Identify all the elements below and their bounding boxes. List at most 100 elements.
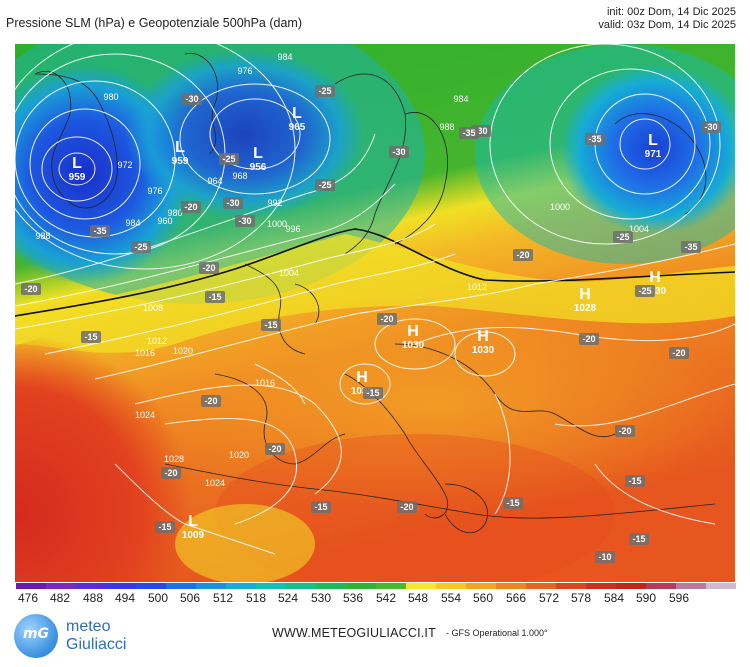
- run-info: init: 00z Dom, 14 Dic 2025 valid: 03z Do…: [598, 6, 736, 32]
- pressure-centers: L959L959L956L965L971H1030H1028H1030H1030…: [69, 105, 667, 541]
- temperature-label: -35: [684, 242, 697, 252]
- pressure-center-value: 956: [250, 162, 267, 173]
- isobar-label: 988: [35, 231, 50, 241]
- init-time: init: 00z Dom, 14 Dic 2025: [606, 6, 736, 18]
- legend-swatch: [256, 583, 286, 589]
- temperature-label: -15: [632, 534, 645, 544]
- temperature-label: -35: [462, 128, 475, 138]
- legend-label: 572: [538, 591, 560, 605]
- logo-icon: [14, 614, 58, 658]
- temperature-label: -15: [208, 292, 221, 302]
- meteogiuliacci-logo[interactable]: mG meteo Giuliacci: [14, 612, 154, 660]
- isobar-label: 976: [237, 66, 252, 76]
- temperature-label-box: [161, 467, 181, 479]
- isobar-label: 1016: [255, 378, 275, 388]
- isobar-label: 1012: [467, 282, 487, 292]
- temperature-label: -15: [314, 502, 327, 512]
- legend-label: 542: [375, 591, 397, 605]
- temperature-label: -30: [704, 122, 717, 132]
- legend-swatch: [526, 583, 556, 589]
- temperature-label-box: [90, 225, 110, 237]
- legend-label: 554: [440, 591, 462, 605]
- pressure-center-low-norway-coast: L: [253, 145, 263, 162]
- temperature-label: -35: [588, 134, 601, 144]
- isobar-label: 1008: [143, 303, 163, 313]
- isobar-label: 1020: [229, 450, 249, 460]
- temperature-label: -10: [598, 552, 611, 562]
- temperature-label-box: [613, 231, 633, 243]
- legend-label: 494: [114, 591, 136, 605]
- legend-swatch: [196, 583, 226, 589]
- legend-swatch: [406, 583, 436, 589]
- temperature-label-box: [625, 475, 645, 487]
- weather-map-svg: L959L959L956L965L971H1030H1028H1030H1030…: [15, 44, 735, 582]
- legend-swatch: [676, 583, 706, 589]
- temperature-label-box: [701, 121, 721, 133]
- temperature-label-box: [315, 85, 335, 97]
- legend-swatch: [616, 583, 646, 589]
- temperature-label: -20: [380, 314, 393, 324]
- temperature-label-box: [81, 331, 101, 343]
- temperature-label: -25: [222, 154, 235, 164]
- weather-map[interactable]: L959L959L956L965L971H1030H1028H1030H1030…: [15, 44, 735, 582]
- legend-swatch: [226, 583, 256, 589]
- legend-label: 560: [472, 591, 494, 605]
- isobar-label: 972: [117, 160, 132, 170]
- temperature-label-box: [681, 241, 701, 253]
- temperature-label-box: [155, 521, 175, 533]
- legend-swatch: [106, 583, 136, 589]
- temperature-label: -25: [638, 286, 651, 296]
- logo-line2: Giuliacci: [66, 636, 127, 653]
- legend-color-bar: [16, 583, 736, 589]
- website-link[interactable]: WWW.METEOGIULIACCI.IT: [272, 626, 436, 640]
- legend-label: 512: [212, 591, 234, 605]
- temperature-label: -15: [158, 522, 171, 532]
- legend-swatch: [136, 583, 166, 589]
- temperature-label-box: [181, 201, 201, 213]
- legend-label: 584: [603, 591, 625, 605]
- temperature-label: -30: [392, 147, 405, 157]
- isobar-label: 960: [157, 216, 172, 226]
- isobar-label: 1000: [550, 202, 570, 212]
- isobar-label: 968: [232, 171, 247, 181]
- pressure-center-low-morocco: L: [188, 513, 198, 530]
- temperature-label-box: [311, 501, 331, 513]
- temperature-label-box: [199, 262, 219, 274]
- legend-label: 518: [245, 591, 267, 605]
- legend-swatch: [166, 583, 196, 589]
- temperature-label: -20: [204, 396, 217, 406]
- temperature-label-box: [389, 146, 409, 158]
- pressure-center-value: 971: [645, 149, 662, 160]
- temperature-label: -20: [164, 468, 177, 478]
- legend-swatch: [316, 583, 346, 589]
- logo-line1: meteo: [66, 618, 111, 635]
- temperature-label-box: [669, 347, 689, 359]
- legend-label: 506: [179, 591, 201, 605]
- temperature-label-box: [503, 497, 523, 509]
- pressure-center-value: 1009: [182, 530, 205, 541]
- pressure-center-value: 959: [172, 156, 189, 167]
- pressure-center-value: 1030: [402, 340, 425, 351]
- temperature-label: -25: [616, 232, 629, 242]
- isobar-label: 1016: [135, 348, 155, 358]
- temperature-label-box: [615, 425, 635, 437]
- legend-label: 530: [310, 591, 332, 605]
- temperature-label-box: [397, 501, 417, 513]
- isobar-label: 1028: [164, 454, 184, 464]
- temperature-label: -25: [134, 242, 147, 252]
- isobar-label: 1020: [173, 346, 193, 356]
- legend-swatch: [346, 583, 376, 589]
- legend-swatch: [16, 583, 46, 589]
- logo-mg-text: mG: [22, 626, 50, 642]
- temperature-label: -20: [400, 502, 413, 512]
- pressure-center-low-scandinavia-north: L: [292, 105, 302, 122]
- legend-swatch: [286, 583, 316, 589]
- temperature-label: -30: [474, 126, 487, 136]
- pressure-center-value: 959: [69, 172, 86, 183]
- isobar-label: 1012: [147, 336, 167, 346]
- legend-labels: 476 482 488 494 500 506 512 518 524 530 536 542 548 5…: [16, 591, 736, 605]
- temperature-label-box: [629, 533, 649, 545]
- temperature-label: -15: [84, 332, 97, 342]
- pressure-center-low-russia: L: [648, 132, 658, 149]
- temperature-label: -20: [582, 334, 595, 344]
